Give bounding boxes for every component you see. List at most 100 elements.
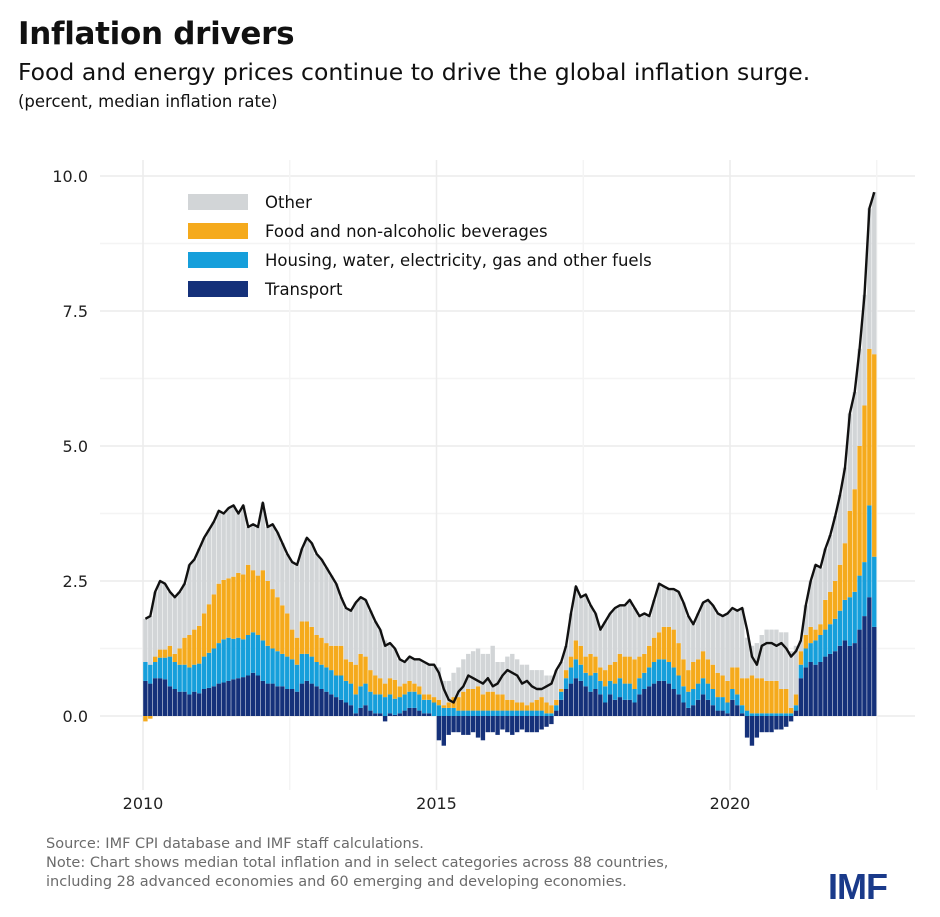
bar-transport bbox=[500, 716, 505, 730]
bar-food bbox=[197, 625, 202, 664]
bar-other bbox=[368, 610, 373, 671]
bar-housing bbox=[705, 683, 711, 700]
bar-housing bbox=[695, 683, 701, 700]
bar-transport bbox=[588, 691, 593, 716]
bar-transport bbox=[637, 694, 642, 716]
bar-food bbox=[461, 691, 466, 711]
bar-food bbox=[725, 680, 730, 703]
bar-housing bbox=[754, 713, 760, 716]
bar-other bbox=[373, 621, 378, 676]
bar-transport bbox=[299, 683, 305, 716]
bar-transport bbox=[245, 675, 251, 716]
source-note: Source: IMF CPI database and IMF staff c… bbox=[46, 836, 424, 852]
bar-other bbox=[177, 591, 182, 649]
bar-food bbox=[534, 699, 539, 711]
bar-food bbox=[823, 599, 828, 630]
bar-food bbox=[813, 629, 818, 641]
bar-other bbox=[735, 610, 740, 668]
bar-food bbox=[563, 670, 569, 679]
bar-housing bbox=[221, 639, 226, 683]
footnote-line-2: including 28 advanced economies and 60 e… bbox=[46, 874, 627, 890]
bar-food bbox=[280, 605, 285, 654]
bar-transport bbox=[157, 678, 163, 716]
bar-food bbox=[686, 670, 691, 692]
bar-transport bbox=[162, 679, 168, 716]
bar-food bbox=[710, 664, 716, 689]
bar-transport bbox=[407, 707, 412, 716]
bar-food bbox=[715, 672, 720, 698]
bar-transport bbox=[837, 645, 843, 716]
bar-housing bbox=[466, 710, 471, 716]
bar-food bbox=[343, 659, 349, 681]
bar-transport bbox=[568, 683, 574, 716]
bar-transport bbox=[382, 716, 388, 722]
bar-other bbox=[603, 621, 608, 671]
bar-other bbox=[842, 467, 848, 544]
bar-housing bbox=[593, 672, 598, 689]
bar-other bbox=[338, 597, 344, 646]
bar-transport bbox=[534, 716, 539, 733]
bar-housing bbox=[436, 705, 442, 716]
legend-swatch-food bbox=[188, 223, 248, 239]
bar-food bbox=[676, 643, 681, 676]
bar-transport bbox=[451, 716, 456, 733]
bar-housing bbox=[417, 694, 422, 711]
bar-other bbox=[378, 629, 383, 679]
bar-other bbox=[407, 656, 412, 681]
bar-other bbox=[759, 635, 764, 679]
bar-transport bbox=[544, 716, 549, 727]
footnote-line-1: Note: Chart shows median total inflation… bbox=[46, 855, 669, 871]
bar-housing bbox=[544, 713, 549, 716]
bar-transport bbox=[221, 682, 226, 716]
bar-food bbox=[519, 702, 525, 711]
legend-label-food: Food and non-alcoholic beverages bbox=[265, 222, 548, 241]
bar-food bbox=[333, 645, 339, 676]
bar-housing bbox=[784, 713, 789, 716]
bar-transport bbox=[676, 694, 681, 716]
bar-housing bbox=[779, 713, 784, 716]
y-tick-label: 2.5 bbox=[63, 572, 88, 591]
bar-housing bbox=[534, 710, 539, 716]
bar-transport bbox=[167, 686, 173, 716]
bar-housing bbox=[333, 675, 339, 698]
bar-housing bbox=[446, 707, 451, 716]
bar-other bbox=[583, 594, 588, 657]
bar-other bbox=[192, 559, 197, 630]
bar-housing bbox=[749, 713, 755, 716]
bar-other bbox=[363, 599, 368, 657]
bar-food bbox=[632, 659, 637, 689]
bar-transport bbox=[632, 702, 637, 716]
bar-food bbox=[426, 694, 432, 700]
bar-transport bbox=[764, 716, 769, 733]
bar-food bbox=[607, 664, 613, 681]
bar-other bbox=[695, 613, 701, 660]
bar-food bbox=[695, 659, 701, 684]
bar-other bbox=[148, 616, 153, 665]
bar-housing bbox=[197, 663, 202, 694]
bar-other bbox=[197, 548, 202, 626]
bar-other bbox=[847, 413, 852, 511]
bar-transport bbox=[211, 686, 217, 716]
bar-housing bbox=[720, 697, 725, 711]
bar-other bbox=[441, 680, 446, 706]
bar-other bbox=[823, 548, 828, 600]
bar-transport bbox=[197, 693, 202, 716]
bar-other bbox=[387, 643, 393, 679]
bar-transport bbox=[466, 716, 471, 735]
bar-housing bbox=[299, 653, 305, 684]
chart-units: (percent, median inflation rate) bbox=[18, 92, 278, 111]
bar-food bbox=[754, 678, 760, 714]
bar-transport bbox=[294, 691, 300, 716]
bar-transport bbox=[642, 689, 647, 716]
bar-housing bbox=[759, 713, 764, 716]
bar-transport bbox=[603, 702, 608, 716]
total-inflation-line bbox=[144, 191, 876, 704]
bar-housing bbox=[490, 710, 495, 716]
bar-transport bbox=[490, 716, 495, 733]
bar-food bbox=[265, 581, 270, 646]
bar-transport bbox=[143, 680, 148, 716]
bar-transport bbox=[275, 686, 280, 716]
chart-title: Inflation drivers bbox=[18, 16, 295, 52]
bar-food bbox=[808, 626, 813, 644]
bar-food bbox=[338, 645, 344, 676]
